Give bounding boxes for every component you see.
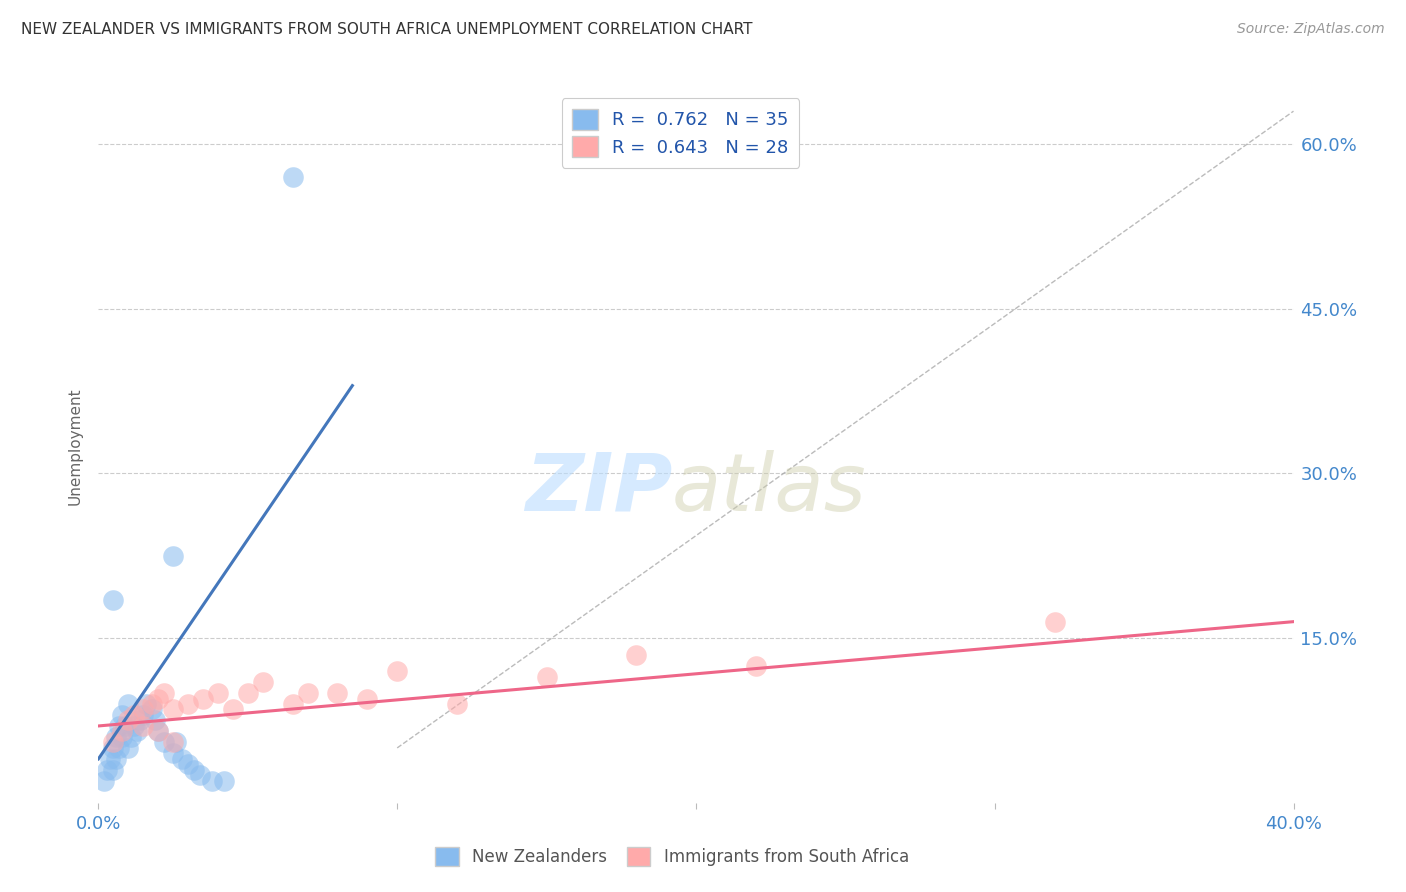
Text: atlas: atlas [672, 450, 868, 528]
Point [141, 702, 163, 716]
Y-axis label: Unemployment: Unemployment [67, 387, 83, 505]
Point [132, 719, 155, 733]
Point [111, 708, 134, 723]
Point [103, 735, 125, 749]
Point [105, 752, 128, 766]
Point [132, 708, 155, 723]
Point [236, 686, 259, 700]
Point [745, 658, 768, 673]
Point [177, 697, 200, 711]
Point [111, 724, 134, 739]
Point [103, 763, 125, 777]
Point [172, 752, 194, 766]
Point [135, 697, 157, 711]
Point [162, 549, 184, 563]
Point [188, 768, 211, 782]
Point [183, 763, 205, 777]
Point [132, 702, 155, 716]
Point [177, 757, 200, 772]
Point [114, 719, 136, 733]
Point [207, 686, 229, 700]
Point [103, 592, 125, 607]
Point [105, 730, 128, 744]
Text: NEW ZEALANDER VS IMMIGRANTS FROM SOUTH AFRICA UNEMPLOYMENT CORRELATION CHART: NEW ZEALANDER VS IMMIGRANTS FROM SOUTH A… [21, 22, 752, 37]
Point [124, 708, 146, 723]
Point [191, 691, 214, 706]
Point [129, 714, 152, 728]
Legend: New Zealanders, Immigrants from South Africa: New Zealanders, Immigrants from South Af… [429, 840, 915, 873]
Point [385, 664, 409, 678]
Point [148, 724, 170, 739]
Point [162, 735, 184, 749]
Point [100, 752, 122, 766]
Point [326, 686, 349, 700]
Point [141, 697, 163, 711]
Point [212, 773, 235, 788]
Point [103, 740, 125, 755]
Point [446, 697, 468, 711]
Point [148, 691, 170, 706]
Point [1043, 615, 1066, 629]
Point [117, 740, 139, 755]
Point [108, 740, 131, 755]
Point [93, 773, 115, 788]
Text: Source: ZipAtlas.com: Source: ZipAtlas.com [1237, 22, 1385, 37]
Point [222, 702, 245, 716]
Point [153, 735, 176, 749]
Point [143, 714, 166, 728]
Point [297, 686, 319, 700]
Point [281, 697, 304, 711]
Point [536, 669, 558, 683]
Point [117, 714, 139, 728]
Point [162, 702, 184, 716]
Point [124, 719, 146, 733]
Point [252, 675, 274, 690]
Point [165, 735, 187, 749]
Point [153, 686, 176, 700]
Point [162, 747, 184, 761]
Point [111, 730, 134, 744]
Point [108, 719, 131, 733]
Point [127, 724, 149, 739]
Point [120, 730, 142, 744]
Point [148, 724, 170, 739]
Point [96, 763, 118, 777]
Point [117, 697, 139, 711]
Text: ZIP: ZIP [524, 450, 672, 528]
Point [201, 773, 224, 788]
Point [281, 169, 304, 184]
Point [356, 691, 378, 706]
Point [626, 648, 648, 662]
